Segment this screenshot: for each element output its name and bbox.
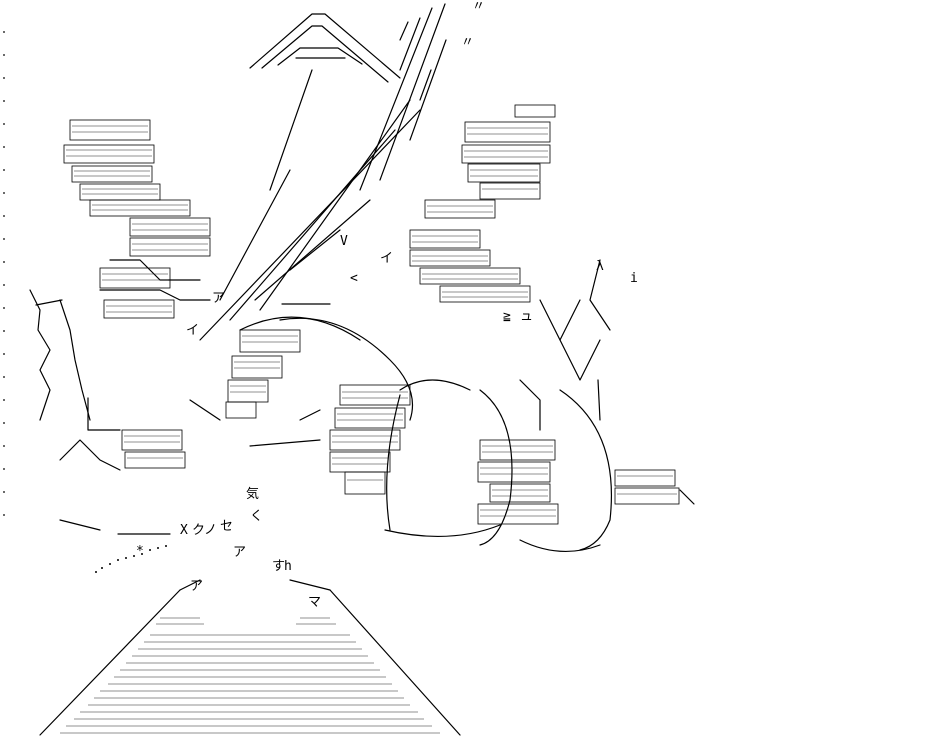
diagonal-beams bbox=[199, 69, 421, 341]
glyph-ki: 気 bbox=[246, 486, 259, 502]
left-margin-marks bbox=[3, 31, 5, 516]
top-streaks: 〃 〃 bbox=[359, 0, 485, 191]
glyph-small-su: す bbox=[272, 559, 285, 574]
glyph-ge: ≧ bbox=[503, 309, 511, 324]
glyph-ku: ク bbox=[192, 523, 205, 538]
glyph-kana-a2: ア bbox=[190, 579, 203, 594]
right-banner-stack bbox=[409, 104, 556, 303]
glyph-lt: < bbox=[350, 271, 358, 286]
glyph-x: X bbox=[180, 523, 188, 538]
glyph-small-ma: マ bbox=[308, 595, 321, 610]
scattered-glyphs: ア イ < V ュ ≧ i λ ア セ す h マ 気 * X ク ノ ア イ … bbox=[136, 234, 638, 610]
glyph-right-i: i bbox=[630, 271, 638, 286]
right-blob bbox=[329, 379, 513, 546]
central-dome bbox=[225, 303, 414, 421]
top-roof-shape bbox=[249, 13, 401, 83]
top-quote-2: 〃 bbox=[461, 35, 474, 50]
dotted-trail bbox=[95, 545, 167, 573]
glyph-ku-small: く bbox=[250, 509, 263, 524]
glyph-no: ノ bbox=[204, 523, 217, 538]
glyph-lambda: λ bbox=[596, 259, 604, 274]
glyph-kana-i: イ bbox=[380, 251, 393, 266]
glyph-small-se: セ bbox=[220, 519, 233, 534]
left-banner-stack bbox=[63, 119, 211, 257]
top-quote-1: 〃 bbox=[472, 0, 485, 14]
left-body bbox=[29, 259, 211, 421]
bottom-pyramid bbox=[39, 579, 461, 736]
glyph-v: V bbox=[340, 234, 348, 249]
glyph-small-h: h bbox=[284, 559, 292, 574]
glyph-kana-a: ア bbox=[212, 291, 225, 306]
glyph-star: * bbox=[136, 544, 144, 559]
right-v-structure bbox=[519, 259, 611, 431]
glyph-u: ュ bbox=[520, 309, 533, 324]
glyph-small-a: ア bbox=[233, 545, 246, 560]
right-lower-banner bbox=[477, 389, 695, 552]
left-lower-area bbox=[59, 397, 321, 535]
glyph-kana-i2: イ bbox=[186, 323, 199, 338]
